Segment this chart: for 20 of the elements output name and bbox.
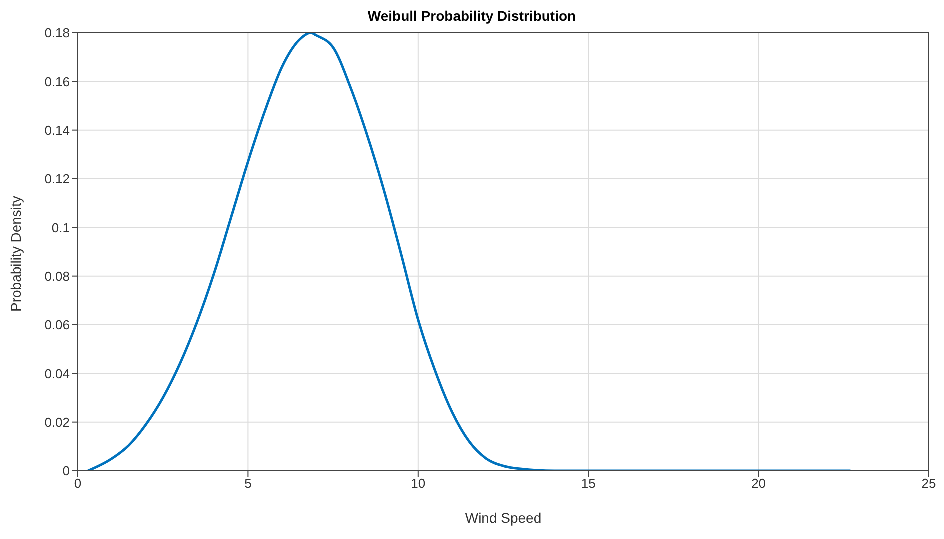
- y-tick-label: 0.16: [44, 74, 70, 90]
- x-tick-label: 20: [752, 476, 766, 492]
- chart-title: Weibull Probability Distribution: [366, 8, 578, 24]
- y-tick-label: 0.18: [44, 26, 70, 41]
- y-axis-title: Probability Density: [8, 196, 24, 312]
- x-tick-label: 0: [74, 476, 82, 492]
- x-axis-title: Wind Speed: [465, 510, 542, 526]
- x-tick-label: 15: [581, 476, 596, 492]
- y-tick-label: 0.12: [44, 172, 70, 187]
- x-tick-label: 5: [244, 476, 252, 492]
- x-tick-label: 10: [411, 476, 426, 492]
- y-tick-label: 0.08: [44, 268, 70, 284]
- y-tick-label: 0.02: [44, 414, 70, 430]
- y-tick-label: 0.04: [44, 366, 70, 382]
- y-tick-label: 0.14: [44, 122, 70, 138]
- y-tick-label: 0.1: [52, 220, 70, 236]
- y-tick-label: 0.06: [44, 318, 70, 333]
- x-tick-label: 25: [922, 476, 936, 492]
- y-tick-label: 0: [62, 464, 70, 479]
- line-series: [86, 33, 852, 471]
